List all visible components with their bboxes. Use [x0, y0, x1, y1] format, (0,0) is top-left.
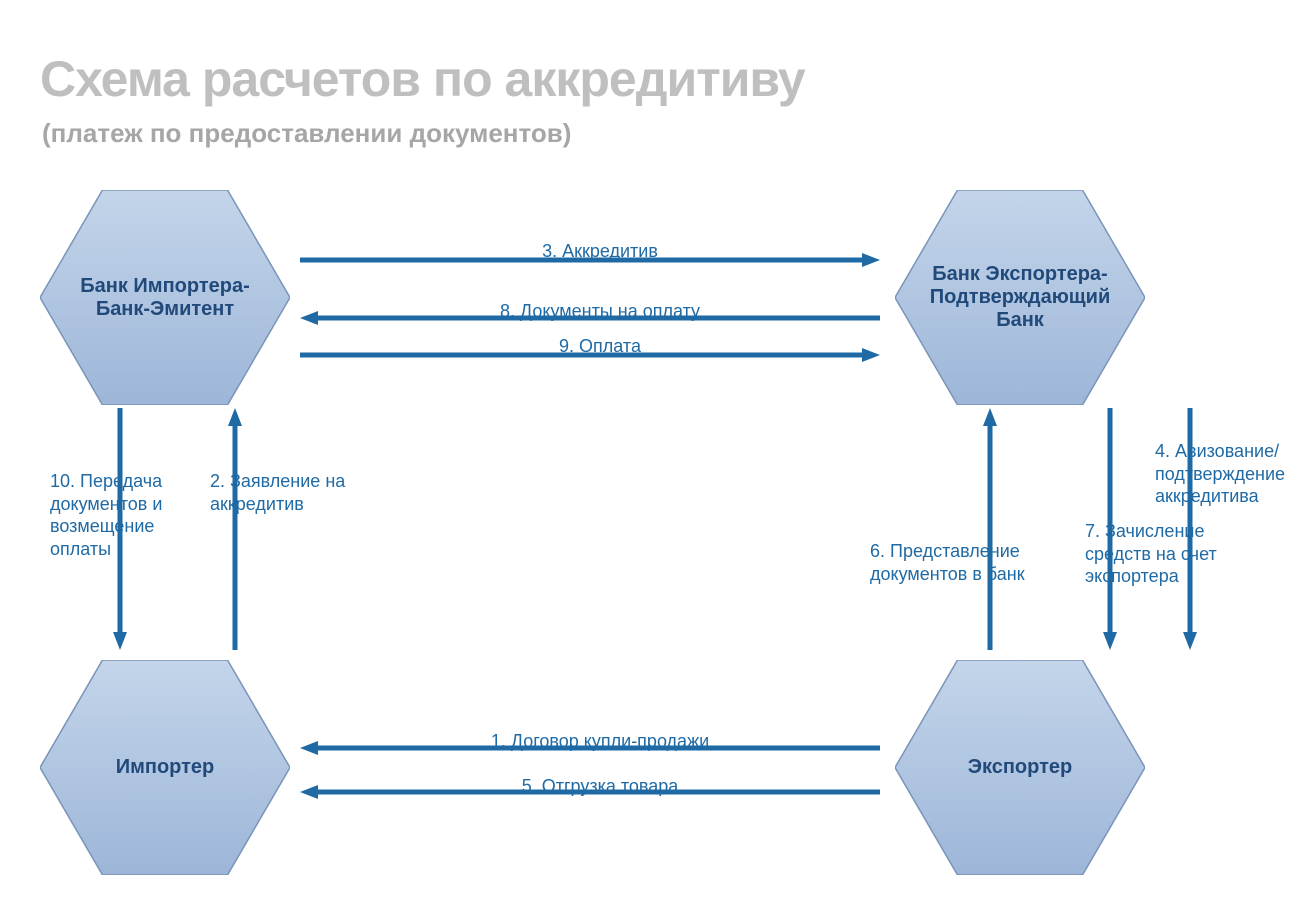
edge-label-e4: 4. Авизование/подтверждениеаккредитива	[1155, 440, 1297, 508]
node-bank-importer: Банк Импортера-Банк-Эмитент	[40, 190, 290, 405]
edge-label-e7: 7. Зачислениесредств на счетэкспортера	[1085, 520, 1275, 588]
page-subtitle: (платеж по предоставлении документов)	[42, 118, 571, 149]
node-label: Банк Импортера-Банк-Эмитент	[70, 275, 259, 321]
edge-label-e8: 8. Документы на оплату	[470, 300, 730, 323]
node-label: Импортер	[106, 756, 225, 779]
node-label: Банк Экспортера-ПодтверждающийБанк	[920, 263, 1120, 332]
node-exporter: Экспортер	[895, 660, 1145, 875]
edge-label-e5: 5. Отгрузка товара	[500, 775, 700, 798]
edge-label-e6: 6. Представлениедокументов в банк	[870, 540, 1070, 585]
node-importer: Импортер	[40, 660, 290, 875]
edge-label-e3: 3. Аккредитив	[500, 240, 700, 263]
node-label: Экспортер	[958, 756, 1082, 779]
edge-label-e10: 10. Передачадокументов ивозмещениеоплаты	[50, 470, 220, 560]
edge-label-e1: 1. Договор купли-продажи	[470, 730, 730, 753]
page-title: Схема расчетов по аккредитиву	[40, 50, 805, 108]
edge-label-e9: 9. Оплата	[530, 335, 670, 358]
arrow-e6	[976, 394, 1004, 664]
node-bank-exporter: Банк Экспортера-ПодтверждающийБанк	[895, 190, 1145, 405]
arrow-e2	[221, 394, 249, 664]
edge-label-e2: 2. Заявление нааккредитив	[210, 470, 380, 515]
